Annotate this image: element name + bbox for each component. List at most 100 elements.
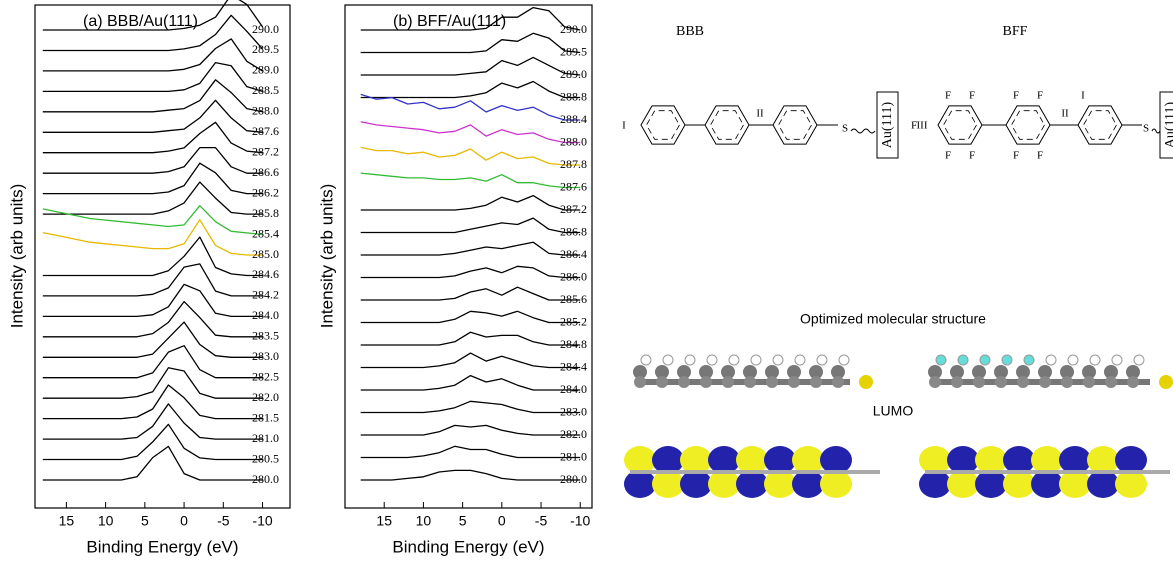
lobe — [1087, 470, 1119, 498]
lobe — [1115, 470, 1147, 498]
atom — [1017, 376, 1029, 388]
structure-label: S — [842, 123, 848, 135]
h-atom — [684, 354, 696, 366]
series-label: 288.4 — [560, 112, 587, 126]
plot-frame — [34, 4, 291, 509]
ring — [937, 105, 983, 145]
ring — [640, 105, 686, 145]
series-label: 282.0 — [252, 390, 279, 404]
spectrum — [360, 121, 581, 144]
atom — [929, 376, 941, 388]
series-label: 286.8 — [560, 224, 587, 238]
h-atom — [1089, 354, 1101, 366]
atom — [700, 376, 712, 388]
atom — [655, 365, 669, 379]
atom — [677, 365, 691, 379]
spectrum — [360, 32, 581, 54]
ring — [772, 105, 818, 145]
spectrum — [360, 194, 581, 211]
structure-label: F — [1037, 150, 1043, 162]
ring — [1005, 105, 1051, 145]
h-atom — [706, 354, 718, 366]
ring-inner — [1083, 110, 1117, 140]
series-label: 287.2 — [560, 202, 587, 216]
h-atom — [1111, 354, 1123, 366]
series-label: 288.0 — [252, 104, 279, 118]
spectrum — [42, 403, 263, 440]
s-atom — [1159, 375, 1173, 389]
lobe — [1087, 446, 1119, 474]
x-axis-label: Binding Energy (eV) — [392, 537, 544, 556]
y-axis-label: Intensity (arb units) — [317, 184, 336, 329]
series-label: 289.0 — [560, 67, 587, 81]
series-label: 285.0 — [252, 247, 279, 261]
atom — [1016, 365, 1030, 379]
spectrum — [42, 162, 263, 195]
lobe — [624, 470, 656, 498]
spectrum — [42, 61, 263, 93]
spectrum — [360, 400, 581, 414]
structure-label: II — [756, 108, 764, 120]
lobe — [975, 446, 1007, 474]
atom — [810, 376, 822, 388]
lobe — [1059, 446, 1091, 474]
y-axis-label: Intensity (arb units) — [7, 184, 26, 329]
structure-label: S — [1143, 123, 1149, 135]
series-label: 288.0 — [560, 134, 587, 148]
x-tick-label: 0 — [180, 513, 188, 529]
atom — [633, 365, 647, 379]
lobe — [1059, 470, 1091, 498]
spectrum — [42, 283, 263, 318]
ring — [704, 105, 750, 145]
structure-label: I — [1081, 90, 1085, 102]
atom — [1061, 376, 1073, 388]
spectrum — [42, 0, 264, 31]
spectrum — [42, 181, 263, 215]
structure-label: F — [945, 150, 951, 162]
h-atom — [662, 354, 674, 366]
x-tick-label: 0 — [498, 513, 506, 529]
spectrum — [360, 374, 581, 391]
spectrum — [360, 310, 581, 324]
series-label: 281.0 — [252, 431, 279, 445]
lobe — [1003, 470, 1035, 498]
structure-label: Au(111) — [880, 101, 895, 148]
ring-inner — [943, 110, 977, 140]
x-tick-label: 15 — [59, 513, 75, 529]
series-label: 284.2 — [252, 288, 279, 302]
atom — [766, 376, 778, 388]
series-label: 282.0 — [560, 427, 587, 441]
spectrum — [42, 423, 263, 461]
lobe — [652, 470, 684, 498]
spectrum — [360, 217, 581, 234]
series-label: 284.4 — [560, 359, 587, 373]
h-atom — [1045, 354, 1057, 366]
series-label: 289.5 — [252, 42, 279, 56]
lobe — [764, 446, 796, 474]
h-atom — [1133, 354, 1145, 366]
series-label: 288.5 — [252, 83, 279, 97]
series-label: 283.5 — [252, 329, 279, 343]
spectrum — [42, 236, 263, 277]
optimized-label: Optimized molecular structure — [800, 311, 986, 327]
series-label: 280.0 — [560, 472, 587, 486]
x-tick-label: -10 — [570, 513, 590, 529]
series-label: 285.2 — [560, 314, 587, 328]
series-label: 280.5 — [252, 451, 279, 465]
lobe — [1031, 446, 1063, 474]
atom — [994, 365, 1008, 379]
structure-label: I — [622, 120, 626, 132]
lobe — [820, 446, 852, 474]
series-label: 281.5 — [252, 410, 279, 424]
spectrum — [42, 384, 263, 420]
panel-title: (a) BBB/Au(111) — [83, 13, 198, 30]
structure-label: F — [945, 90, 951, 102]
series-label: 286.2 — [252, 185, 279, 199]
atom — [699, 365, 713, 379]
lobe — [792, 470, 824, 498]
bff-title: BFF — [1003, 24, 1028, 39]
series-label: 290.0 — [560, 22, 587, 36]
x-tick-label: 15 — [376, 513, 392, 529]
structure-label: F — [911, 120, 917, 132]
